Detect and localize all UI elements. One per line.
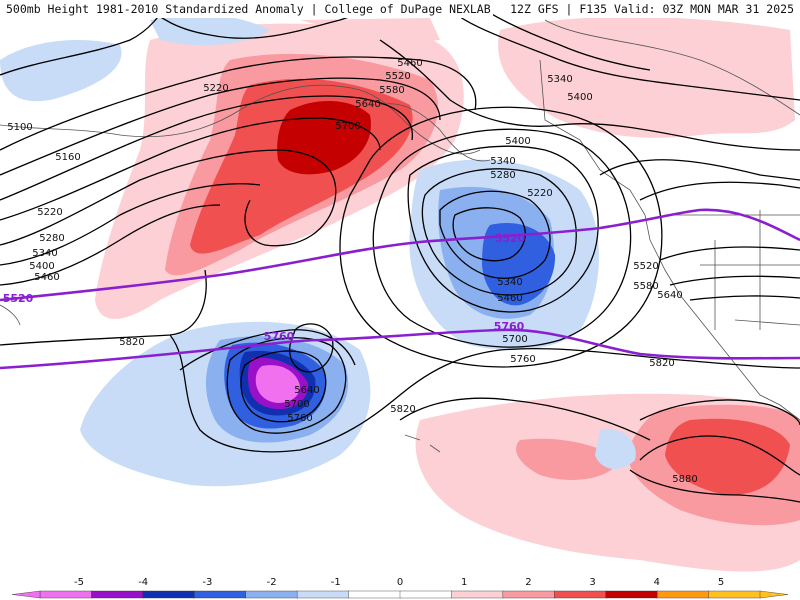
contour-label: 5640 — [355, 99, 380, 110]
colorbar-tick-label: 4 — [654, 577, 660, 588]
highlight-contour-label: 5760 — [264, 330, 295, 343]
contour-label: 5280 — [490, 170, 515, 181]
contour-label: 5340 — [32, 248, 57, 259]
contour-label: 5820 — [390, 404, 415, 415]
contour-label: 5880 — [672, 474, 697, 485]
colorbar-swatch — [91, 590, 144, 599]
contour-label: 5580 — [379, 85, 404, 96]
colorbar-swatch — [296, 590, 350, 599]
colorbar-tick-label: 3 — [589, 577, 595, 588]
colorbar-tick-label: -4 — [138, 577, 148, 588]
contour-label: 5400 — [29, 261, 54, 272]
colorbar-tick-label: 5 — [718, 577, 724, 588]
contour-label: 5160 — [55, 152, 80, 163]
contour-label: 5280 — [39, 233, 64, 244]
contour-label: 5700 — [502, 334, 527, 345]
contour-label: 5520 — [633, 261, 658, 272]
contour-label: 5640 — [657, 290, 682, 301]
colorbar-swatch — [39, 590, 93, 599]
highlight-contours — [0, 208, 800, 370]
positive-anomaly-south — [415, 393, 800, 572]
colorbar: -5 -4 -3 -2 -1 0 1 2 3 4 5 — [11, 577, 789, 599]
highlight-contour-label: 5520 — [495, 232, 526, 245]
colorbar-swatch — [656, 590, 710, 599]
colorbar-tick-label: 2 — [525, 577, 531, 588]
colorbar-swatch — [194, 590, 247, 599]
contour-label: 5220 — [37, 207, 62, 218]
contour-label: 5520 — [385, 71, 410, 82]
highlight-contour-label: 5520 — [3, 292, 34, 305]
colorbar-swatch — [708, 590, 761, 599]
colorbar-tick-label: 1 — [461, 577, 467, 588]
colorbar-min-arrow — [11, 590, 41, 599]
contour-label: 5340 — [490, 156, 515, 167]
contour-label: 5700 — [284, 399, 309, 410]
colorbar-swatch — [502, 590, 555, 599]
colorbar-swatch — [605, 590, 658, 599]
contour-labels: 5460552055805640570052205100516052205280… — [7, 58, 697, 485]
colorbar-swatch — [451, 590, 504, 599]
highlight-labels: 5520 5520 5760 5760 — [3, 232, 526, 343]
colorbar-tick-label: -2 — [267, 577, 277, 588]
highlight-contour-label: 5760 — [494, 320, 525, 333]
colorbar-tick-label: -3 — [202, 577, 212, 588]
contour-label: 5820 — [119, 337, 144, 348]
run-valid-time: 12Z GFS | F135 Valid: 03Z MON MAR 31 202… — [508, 0, 796, 18]
colorbar-tick-label: 0 — [397, 577, 403, 588]
colorbar-swatch — [554, 590, 607, 599]
contour-label: 5340 — [497, 277, 522, 288]
contour-label: 5100 — [7, 122, 32, 133]
contour-label: 5760 — [287, 413, 312, 424]
contour-label: 5220 — [203, 83, 228, 94]
colorbar-swatch — [142, 590, 195, 599]
contour-label: 5460 — [397, 58, 422, 69]
contour-label: 5220 — [527, 188, 552, 199]
contour-label: 5820 — [649, 358, 674, 369]
colorbar-swatch — [399, 590, 453, 599]
contour-label: 5400 — [505, 136, 530, 147]
colorbar-swatch — [348, 590, 401, 599]
colorbar-tick-label: -5 — [74, 577, 84, 588]
colorbar-tick-label: -1 — [331, 577, 341, 588]
contour-label: 5580 — [633, 281, 658, 292]
contour-label: 5460 — [497, 293, 522, 304]
contour-label: 5460 — [34, 272, 59, 283]
contour-label: 5700 — [335, 121, 360, 132]
contour-label: 5400 — [567, 92, 592, 103]
colorbar-swatch — [245, 590, 298, 599]
map-title: 500mb Height 1981-2010 Standardized Anom… — [4, 0, 493, 18]
contour-label: 5340 — [547, 74, 572, 85]
contour-label: 5640 — [294, 385, 319, 396]
colorbar-max-arrow — [759, 590, 789, 599]
contour-label: 5760 — [510, 354, 535, 365]
